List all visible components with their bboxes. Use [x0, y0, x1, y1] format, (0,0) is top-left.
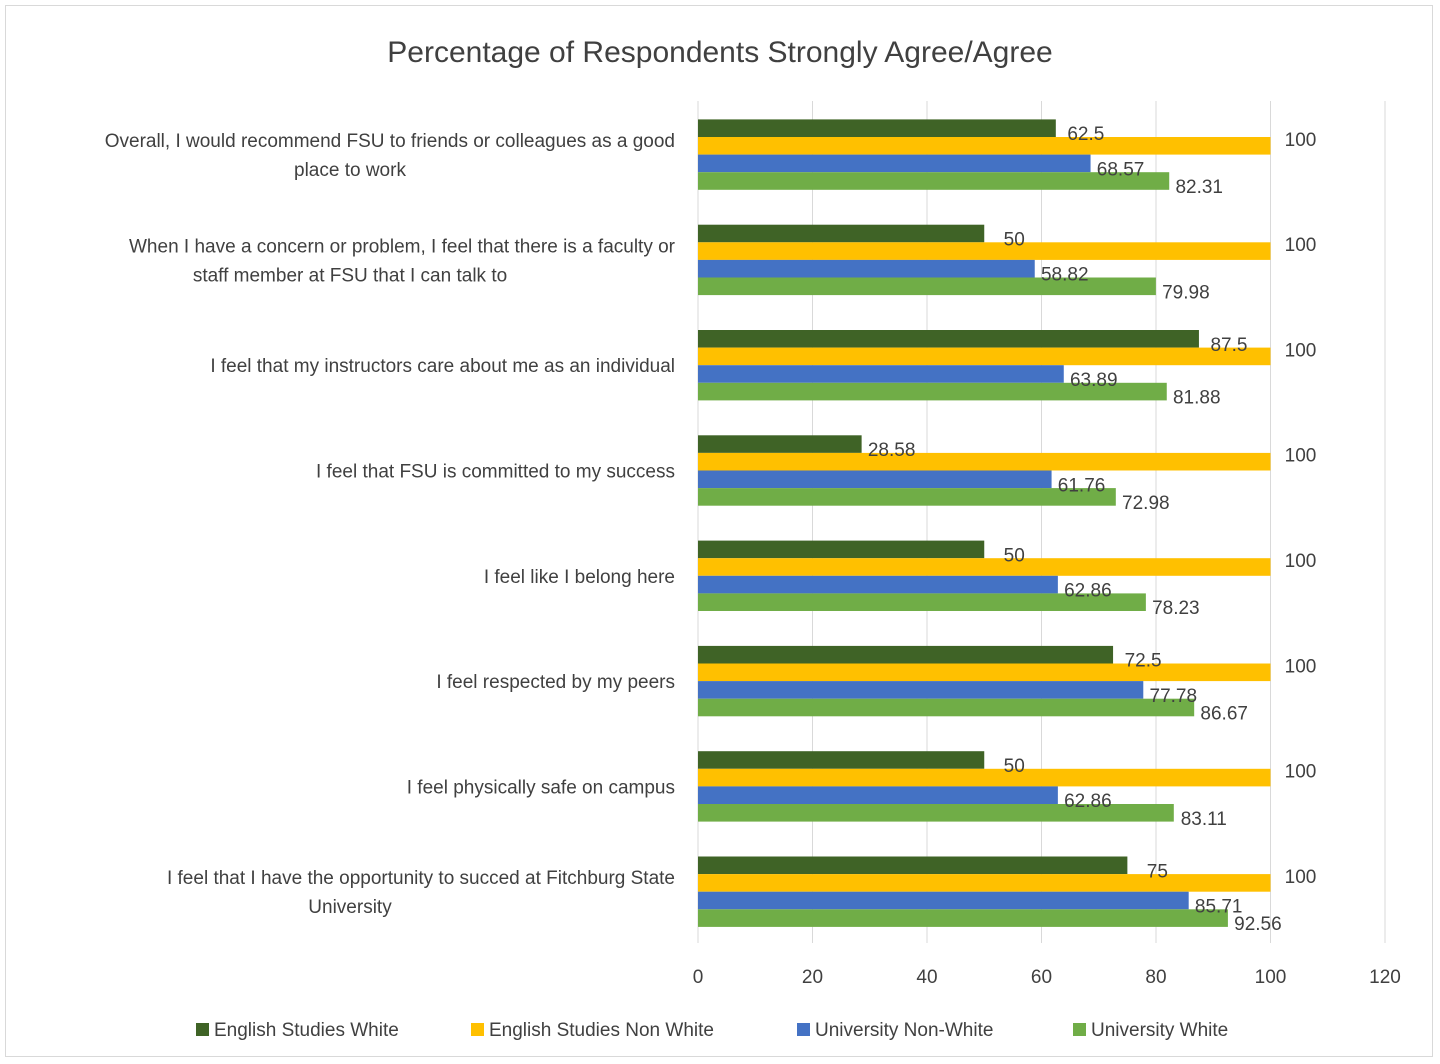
x-tick-label: 20: [802, 967, 823, 988]
category-label: I feel respected by my peers: [436, 672, 675, 693]
data-label: 62.5: [1067, 124, 1104, 145]
legend-swatch: [196, 1023, 209, 1036]
data-label: 62.86: [1064, 791, 1112, 812]
bar: [698, 382, 1167, 401]
category-label: University: [308, 897, 392, 918]
category-label: I feel that FSU is committed to my succe…: [316, 462, 675, 483]
category-label: I feel like I belong here: [484, 567, 675, 588]
data-label: 86.67: [1200, 704, 1248, 725]
bar: [698, 681, 1144, 699]
bar: [698, 347, 1271, 366]
data-label: 85.71: [1195, 897, 1243, 918]
data-label: 72.98: [1122, 493, 1170, 514]
x-tick-label: 40: [916, 967, 937, 988]
data-label: 28.58: [868, 440, 916, 461]
bar: [698, 786, 1058, 804]
bar: [698, 119, 1056, 137]
x-tick-label: 80: [1145, 967, 1166, 988]
legend-label: English Studies Non White: [489, 1020, 714, 1041]
bar: [698, 856, 1128, 875]
data-label: 100: [1285, 446, 1317, 467]
data-label: 100: [1285, 340, 1317, 361]
data-label: 62.86: [1064, 581, 1112, 602]
bar: [698, 645, 1114, 664]
legend-swatch: [1073, 1023, 1086, 1036]
data-label: 83.11: [1181, 809, 1227, 830]
bar: [698, 365, 1064, 383]
data-label: 72.5: [1125, 651, 1162, 672]
legend-label: University White: [1091, 1020, 1228, 1041]
data-label: 87.5: [1210, 335, 1247, 356]
bar: [698, 909, 1228, 927]
bar: [698, 259, 1035, 278]
data-label: 50: [1004, 230, 1025, 251]
bar: [698, 593, 1146, 611]
data-label: 75: [1147, 861, 1168, 882]
data-label: 77.78: [1150, 686, 1198, 707]
category-label: Overall, I would recommend FSU to friend…: [105, 131, 675, 152]
x-tick-label: 120: [1369, 967, 1401, 988]
bar: [698, 558, 1271, 576]
data-label: 82.31: [1175, 177, 1223, 198]
bar: [698, 804, 1174, 822]
data-label: 68.57: [1097, 159, 1145, 180]
data-label: 100: [1285, 130, 1317, 151]
legend-swatch: [471, 1023, 484, 1036]
bar: [698, 768, 1271, 787]
category-label: I feel that my instructors care about me…: [210, 356, 675, 377]
data-label: 100: [1285, 551, 1317, 572]
bar: [698, 242, 1271, 260]
bar: [698, 488, 1116, 506]
data-label: 100: [1285, 235, 1317, 256]
legend-swatch: [797, 1023, 810, 1036]
bar: [698, 435, 862, 453]
data-label: 58.82: [1041, 265, 1089, 286]
data-label: 78.23: [1152, 598, 1200, 619]
bar: [698, 698, 1195, 717]
category-label: place to work: [294, 160, 406, 181]
chart-title: Percentage of Respondents Strongly Agree…: [387, 36, 1052, 69]
category-label: staff member at FSU that I can talk to: [193, 265, 507, 286]
bar: [698, 874, 1271, 892]
x-tick-label: 100: [1255, 967, 1287, 988]
data-label: 100: [1285, 762, 1317, 783]
bar: [698, 575, 1058, 594]
data-label: 63.89: [1070, 370, 1118, 391]
bar: [698, 751, 985, 769]
data-label: 50: [1004, 545, 1025, 566]
data-label: 92.56: [1234, 914, 1282, 935]
bar: [698, 172, 1170, 190]
data-label: 100: [1285, 867, 1317, 888]
data-label: 61.76: [1058, 475, 1106, 496]
category-label: When I have a concern or problem, I feel…: [129, 236, 676, 257]
category-label: I feel physically safe on campus: [407, 777, 675, 798]
bar: [698, 154, 1091, 173]
x-tick-label: 60: [1031, 967, 1052, 988]
bar: [698, 452, 1271, 471]
data-label: 50: [1004, 756, 1025, 777]
bar: [698, 277, 1156, 296]
bar: [698, 330, 1199, 348]
legend-label: English Studies White: [214, 1020, 399, 1041]
category-label: I feel that I have the opportunity to su…: [167, 868, 675, 889]
data-label: 100: [1285, 656, 1317, 677]
bar: [698, 470, 1052, 489]
bar: [698, 540, 985, 559]
bar: [698, 891, 1189, 910]
x-tick-label: 0: [693, 967, 704, 988]
bar: [698, 663, 1271, 682]
data-label: 81.88: [1173, 388, 1221, 409]
bar: [698, 224, 985, 243]
legend-label: University Non-White: [815, 1020, 993, 1041]
data-label: 79.98: [1162, 282, 1210, 303]
bar: [698, 137, 1271, 155]
